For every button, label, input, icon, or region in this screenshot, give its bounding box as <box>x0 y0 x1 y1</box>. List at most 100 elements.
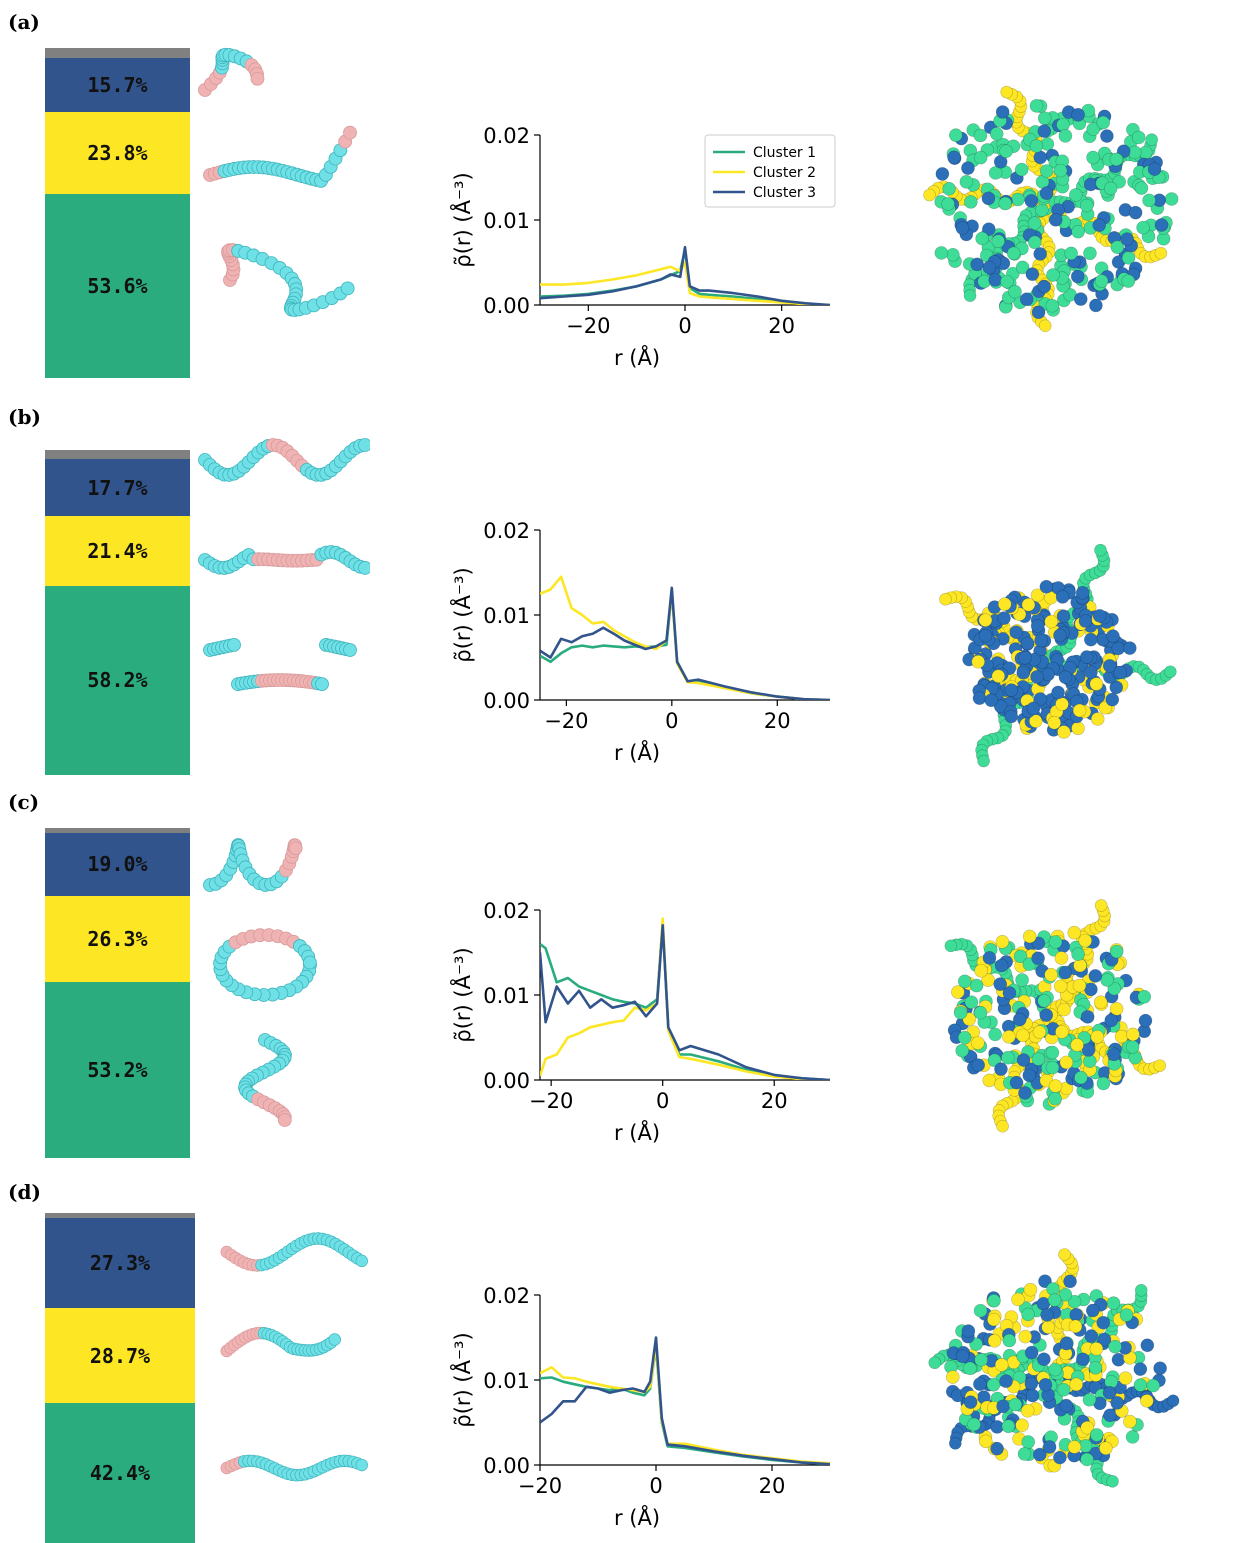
bar-percent-label: 42.4% <box>89 1461 151 1486</box>
micelle-bead <box>928 1356 942 1370</box>
micelle-bead <box>1017 1447 1032 1461</box>
micelle-bead <box>1026 701 1041 716</box>
micelle-bead <box>961 161 975 175</box>
micelle-bead <box>1080 1420 1095 1435</box>
micelle-bead <box>1030 619 1045 633</box>
micelle-bead <box>1071 721 1085 736</box>
micelle-bead <box>1110 240 1125 254</box>
bar-segment-cluster-2: 23.8% <box>45 111 190 194</box>
micelle-bead <box>1054 951 1069 965</box>
micelle-bead <box>1071 947 1085 961</box>
micelle-bead <box>1067 1294 1082 1309</box>
bar-segment-cluster-1: 53.6% <box>45 193 190 378</box>
micelle-bead <box>975 231 989 246</box>
micelle-bead <box>1099 1441 1113 1456</box>
cluster-fraction-bar: 19.0% 26.3% 53.2% <box>45 828 190 1158</box>
x-axis-label: r (Å) <box>614 1119 660 1145</box>
micelle-bead <box>973 1303 988 1318</box>
micelle-bead <box>1016 665 1031 680</box>
micelle-bead <box>961 1324 976 1338</box>
bead-chain <box>220 1232 368 1272</box>
micelle-bead <box>1111 1352 1126 1367</box>
micelle-bead <box>1058 1287 1073 1302</box>
chain-conformation-images <box>220 1232 368 1482</box>
micelle-bead <box>1031 305 1046 320</box>
bar-segment-cluster-1: 42.4% <box>45 1403 195 1543</box>
micelle-bead <box>987 1334 1002 1348</box>
micelle-bead <box>1039 1008 1054 1022</box>
x-tick-label: 20 <box>768 314 795 338</box>
micelle-bead <box>1031 951 1045 966</box>
x-tick-label: 0 <box>656 1089 669 1113</box>
micelle-bead <box>1136 220 1150 235</box>
micelle-bead <box>987 1312 1001 1327</box>
panel-d: (d) 27.3% 28.7% 42.4% 0.00 0.01 0.02 −20 0 20 r … <box>0 1180 1256 1543</box>
micelle-bead <box>957 1030 972 1045</box>
micelle-bead <box>1020 636 1035 651</box>
micelle-bead <box>1034 203 1049 217</box>
x-tick-label: 0 <box>665 709 678 733</box>
micelle-bead <box>1023 1282 1038 1297</box>
micelle-bead <box>1029 139 1044 153</box>
micelle-bead <box>969 978 984 993</box>
bar-percent-label: 15.7% <box>87 72 148 97</box>
micelle-bead <box>1109 680 1124 695</box>
micelle-bead <box>1147 162 1162 176</box>
micelle-bead <box>1154 218 1169 232</box>
micelle-bead <box>944 939 958 953</box>
micelle-bead <box>1125 1430 1140 1444</box>
micelle-bead <box>1059 1398 1074 1413</box>
micelle-bead <box>994 1062 1008 1076</box>
micelle-bead <box>974 963 988 978</box>
micelle-bead <box>1096 1076 1111 1091</box>
micelle-bead <box>1068 1319 1083 1334</box>
bar-percent-label: 17.7% <box>87 475 148 500</box>
micelle-bead <box>1053 163 1068 178</box>
micelle-bead <box>1146 1378 1161 1393</box>
micelle-bead <box>1048 212 1063 227</box>
micelle-bead <box>1034 633 1048 648</box>
micelle-bead <box>1037 993 1051 1008</box>
cluster-fraction-bar: 17.7% 21.4% 58.2% <box>45 450 190 775</box>
bar-percent-label: 53.2% <box>87 1058 148 1083</box>
x-tick-label: −20 <box>529 1089 573 1113</box>
micelle-bead <box>955 1043 969 1058</box>
micelle-bead <box>1021 1435 1036 1449</box>
micelle-bead <box>1048 1362 1062 1377</box>
micelle-bead <box>953 1005 968 1020</box>
micelle-bead <box>1030 588 1045 603</box>
micelle-bead <box>981 973 995 987</box>
bar-segment-cluster-1: 58.2% <box>45 585 190 775</box>
micelle-bead <box>1100 129 1114 143</box>
micelle-bead <box>1021 597 1036 612</box>
y-tick-label: 0.00 <box>483 294 530 318</box>
bead <box>250 71 265 86</box>
bar-segment-cluster-3: 27.3% <box>45 1218 195 1309</box>
micelle-bead <box>1031 936 1046 951</box>
micelle-bead <box>1102 659 1117 673</box>
micelle-bead <box>1055 590 1070 604</box>
micelle-bead <box>942 182 956 196</box>
y-tick-label: 0.00 <box>483 1454 530 1478</box>
micelle-bead <box>1154 246 1168 260</box>
micelle-bead <box>1072 703 1087 718</box>
micelle-bead <box>986 1377 1001 1392</box>
micelle-bead <box>1000 85 1013 99</box>
micelle-bead <box>1022 1068 1037 1083</box>
y-tick-label: 0.01 <box>483 1369 530 1393</box>
micelle-bead <box>1042 1440 1057 1454</box>
micelle-bead <box>939 592 952 606</box>
micelle-bead <box>1011 1292 1025 1307</box>
micelle-bead <box>1030 670 1044 684</box>
micelle-bead <box>1048 1079 1063 1093</box>
micelle-bead <box>1048 1091 1062 1106</box>
x-tick-label: 20 <box>759 1474 786 1498</box>
micelle-bead <box>1056 609 1071 624</box>
micelle-bead <box>1033 247 1048 261</box>
density-profile-chart: 0.00 0.01 0.02 −20 0 20 r (Å) ρ̃(r) (Å⁻³) <box>449 899 830 1145</box>
micelle-bead <box>1142 193 1156 208</box>
bar-segment-cluster-3: 19.0% <box>45 832 190 896</box>
micelle-bead <box>997 611 1011 625</box>
micelle-bead <box>1103 181 1118 196</box>
micelle-bead <box>1004 709 1019 724</box>
